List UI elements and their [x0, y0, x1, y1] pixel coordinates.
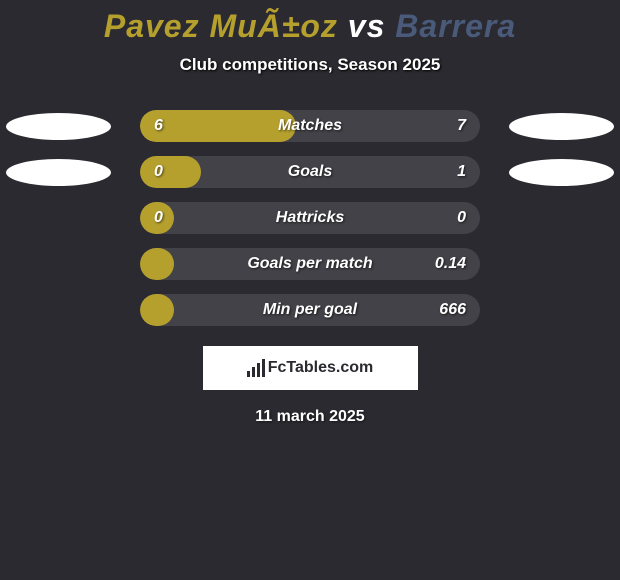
vs-text: vs — [348, 8, 386, 44]
player1-name: Pavez MuÃ±oz — [104, 8, 338, 44]
subtitle: Club competitions, Season 2025 — [0, 55, 620, 75]
stat-bar-fill — [140, 156, 201, 188]
stat-value-right: 0 — [457, 209, 466, 227]
stat-row: Goals per match 0.14 — [0, 248, 620, 280]
team-ellipse-right — [509, 159, 614, 186]
attribution-text: FcTables.com — [268, 359, 374, 377]
page-title: Pavez MuÃ±oz vs Barrera — [0, 8, 620, 45]
stat-bar: Min per goal 666 — [140, 294, 480, 326]
stat-value-right: 0.14 — [435, 255, 466, 273]
stat-bar-fill — [140, 248, 174, 280]
team-ellipse-left — [6, 113, 111, 140]
stat-label: Hattricks — [276, 209, 344, 227]
team-ellipse-right — [509, 113, 614, 140]
comparison-infographic: Pavez MuÃ±oz vs Barrera Club competition… — [0, 0, 620, 426]
stat-bar-fill — [140, 110, 296, 142]
stat-value-right: 666 — [439, 301, 466, 319]
stat-row: Min per goal 666 — [0, 294, 620, 326]
stat-label: Goals per match — [247, 255, 372, 273]
stat-row: 0 Hattricks 0 — [0, 202, 620, 234]
stat-bar: Goals per match 0.14 — [140, 248, 480, 280]
team-ellipse-left — [6, 159, 111, 186]
stat-value-right: 1 — [457, 163, 466, 181]
stat-label: Matches — [278, 117, 342, 135]
stat-bar: 0 Hattricks 0 — [140, 202, 480, 234]
stat-label: Min per goal — [263, 301, 357, 319]
stat-row: 0 Goals 1 — [0, 156, 620, 188]
stat-row: 6 Matches 7 — [0, 110, 620, 142]
player2-name: Barrera — [395, 8, 516, 44]
stat-bar: 0 Goals 1 — [140, 156, 480, 188]
stat-value-left: 6 — [154, 117, 163, 135]
attribution-logo: FcTables.com — [247, 359, 374, 377]
stat-value-right: 7 — [457, 117, 466, 135]
stat-value-left: 0 — [154, 163, 163, 181]
attribution-box: FcTables.com — [203, 346, 418, 390]
stat-label: Goals — [288, 163, 332, 181]
date-text: 11 march 2025 — [0, 408, 620, 426]
stat-bar: 6 Matches 7 — [140, 110, 480, 142]
stat-value-left: 0 — [154, 209, 163, 227]
bars-icon — [247, 359, 265, 377]
stats-list: 6 Matches 7 0 Goals 1 0 Hattricks 0 Goals per mat… — [0, 110, 620, 326]
stat-bar-fill — [140, 294, 174, 326]
